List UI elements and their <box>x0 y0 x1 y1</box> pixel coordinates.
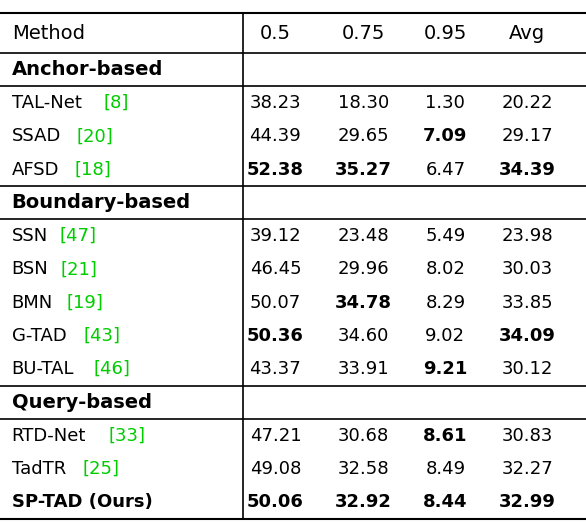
Text: 33.91: 33.91 <box>338 360 389 378</box>
Text: 30.03: 30.03 <box>502 260 553 278</box>
Text: 5.49: 5.49 <box>425 227 465 245</box>
Text: [20]: [20] <box>77 127 113 145</box>
Text: [18]: [18] <box>74 161 111 179</box>
Text: 0.75: 0.75 <box>342 24 385 43</box>
Text: [43]: [43] <box>84 327 121 345</box>
Text: 50.07: 50.07 <box>250 294 301 312</box>
Text: 52.38: 52.38 <box>247 161 304 179</box>
Text: [33]: [33] <box>109 427 146 445</box>
Text: SP-TAD (Ours): SP-TAD (Ours) <box>12 493 152 511</box>
Text: BMN: BMN <box>12 294 53 312</box>
Text: 32.58: 32.58 <box>338 460 389 478</box>
Text: SSN: SSN <box>12 227 48 245</box>
Text: 34.78: 34.78 <box>335 294 392 312</box>
Text: 29.65: 29.65 <box>338 127 389 145</box>
Text: 8.29: 8.29 <box>425 294 465 312</box>
Text: Boundary-based: Boundary-based <box>12 193 191 212</box>
Text: [8]: [8] <box>103 94 128 112</box>
Text: BSN: BSN <box>12 260 49 278</box>
Text: 49.08: 49.08 <box>250 460 301 478</box>
Text: [21]: [21] <box>60 260 97 278</box>
Text: 29.17: 29.17 <box>502 127 553 145</box>
Text: 29.96: 29.96 <box>338 260 389 278</box>
Text: 39.12: 39.12 <box>250 227 301 245</box>
Text: G-TAD: G-TAD <box>12 327 66 345</box>
Text: 30.68: 30.68 <box>338 427 389 445</box>
Text: 30.83: 30.83 <box>502 427 553 445</box>
Text: 34.60: 34.60 <box>338 327 389 345</box>
Text: 1.30: 1.30 <box>425 94 465 112</box>
Text: 32.27: 32.27 <box>502 460 553 478</box>
Text: 30.12: 30.12 <box>502 360 553 378</box>
Text: 8.02: 8.02 <box>425 260 465 278</box>
Text: 6.47: 6.47 <box>425 161 465 179</box>
Text: 38.23: 38.23 <box>250 94 301 112</box>
Text: 50.36: 50.36 <box>247 327 304 345</box>
Text: TAL-Net: TAL-Net <box>12 94 81 112</box>
Text: 47.21: 47.21 <box>250 427 301 445</box>
Text: [47]: [47] <box>60 227 97 245</box>
Text: Avg: Avg <box>509 24 546 43</box>
Text: Method: Method <box>12 24 85 43</box>
Text: 34.09: 34.09 <box>499 327 556 345</box>
Text: 32.92: 32.92 <box>335 493 392 511</box>
Text: 35.27: 35.27 <box>335 161 392 179</box>
Text: 8.44: 8.44 <box>423 493 468 511</box>
Text: 32.99: 32.99 <box>499 493 556 511</box>
Text: 9.02: 9.02 <box>425 327 465 345</box>
Text: 46.45: 46.45 <box>250 260 301 278</box>
Text: [25]: [25] <box>83 460 120 478</box>
Text: AFSD: AFSD <box>12 161 59 179</box>
Text: 43.37: 43.37 <box>250 360 301 378</box>
Text: 18.30: 18.30 <box>338 94 389 112</box>
Text: 20.22: 20.22 <box>502 94 553 112</box>
Text: SSAD: SSAD <box>12 127 61 145</box>
Text: 8.61: 8.61 <box>423 427 468 445</box>
Text: 0.5: 0.5 <box>260 24 291 43</box>
Text: 23.48: 23.48 <box>338 227 389 245</box>
Text: 8.49: 8.49 <box>425 460 465 478</box>
Text: RTD-Net: RTD-Net <box>12 427 86 445</box>
Text: 44.39: 44.39 <box>250 127 301 145</box>
Text: 0.95: 0.95 <box>424 24 467 43</box>
Text: Query-based: Query-based <box>12 393 152 412</box>
Text: Anchor-based: Anchor-based <box>12 60 163 79</box>
Text: 9.21: 9.21 <box>423 360 468 378</box>
Text: 33.85: 33.85 <box>502 294 553 312</box>
Text: 50.06: 50.06 <box>247 493 304 511</box>
Text: 34.39: 34.39 <box>499 161 556 179</box>
Text: [46]: [46] <box>94 360 131 378</box>
Text: [19]: [19] <box>66 294 103 312</box>
Text: BU-TAL: BU-TAL <box>12 360 74 378</box>
Text: 23.98: 23.98 <box>502 227 553 245</box>
Text: TadTR: TadTR <box>12 460 66 478</box>
Text: 7.09: 7.09 <box>423 127 468 145</box>
